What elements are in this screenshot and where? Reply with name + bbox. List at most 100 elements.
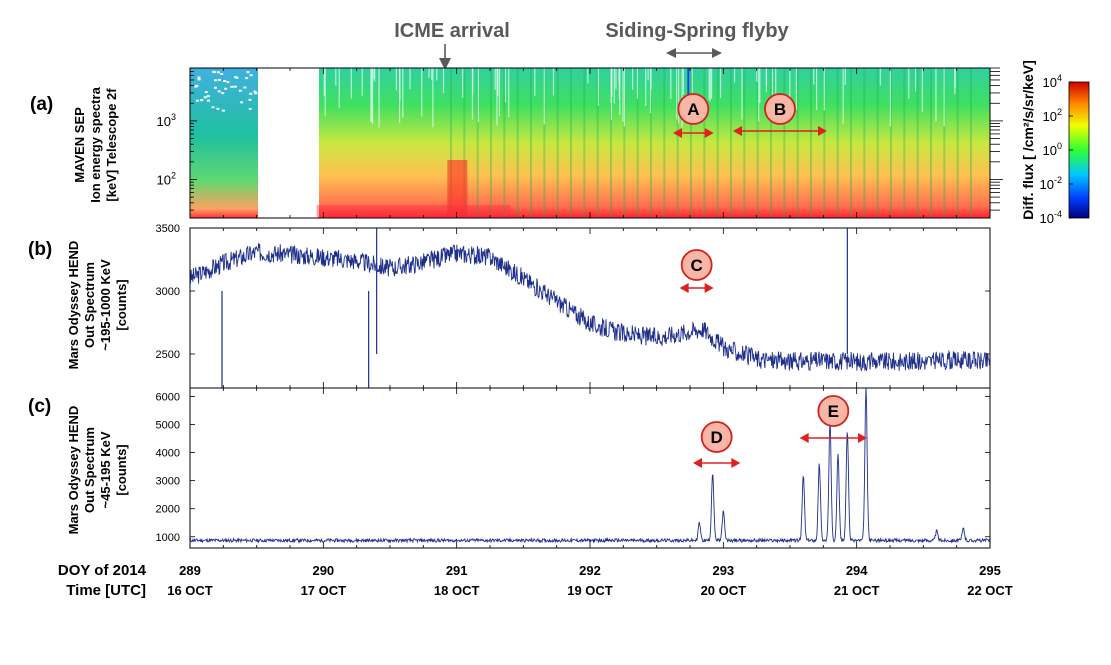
panel-c-ylabel-line3: ~45-195 KeV <box>98 431 113 508</box>
spectrogram-speckle <box>636 68 639 99</box>
spectrogram-stripe <box>570 68 572 218</box>
event-arrow-head <box>731 458 741 468</box>
spectrogram-speckle <box>409 68 411 90</box>
xaxis-date-label: 16 OCT <box>167 583 213 598</box>
spectrogram-speckle <box>816 68 818 111</box>
panel-c-series-line <box>190 388 990 544</box>
panel-a-ylabel-line3: [keV] Telescope 2f <box>104 88 119 202</box>
spectrogram-stripe <box>530 68 532 218</box>
event-marker-e: E <box>799 395 867 443</box>
panel-c-ylabel-line2: Out Spectrum <box>82 427 97 513</box>
spectrogram-speckle <box>622 68 624 122</box>
spectrogram-speckle <box>398 68 401 123</box>
xaxis-doy-label: 294 <box>846 563 868 578</box>
spectrogram-speckle <box>248 107 252 110</box>
spectrogram-speckle <box>203 96 207 99</box>
spectrogram-speckle <box>623 68 626 127</box>
event-marker-label: D <box>711 428 723 447</box>
spectrogram-speckle <box>472 68 474 93</box>
spectrogram-speckle <box>240 101 244 104</box>
event-arrow-head <box>673 128 682 138</box>
spectrogram-speckle <box>587 68 589 84</box>
spectrogram-speckle <box>678 68 680 124</box>
spectrogram-speckle <box>615 68 617 90</box>
spectrogram-speckle <box>350 68 352 99</box>
spectrogram-speckle <box>645 68 647 107</box>
spectrogram-speckle <box>217 78 221 81</box>
spectrogram-speckle <box>676 68 678 120</box>
spectrogram-main <box>319 68 990 218</box>
event-arrow-head <box>704 283 714 293</box>
spectrogram-speckle <box>719 68 722 99</box>
spectrogram-speckle <box>504 68 507 103</box>
colorbar-tick-exp: -4 <box>1054 209 1062 219</box>
spectrogram-speckle <box>813 68 815 85</box>
spectrogram-stripe <box>556 68 559 218</box>
spectrogram-stripe <box>690 68 692 218</box>
spectrogram-stripe <box>596 68 599 218</box>
spectrogram-speckle <box>378 68 380 128</box>
spectrogram-speckle <box>402 68 404 118</box>
panel-c-tag: (c) <box>28 396 51 417</box>
spectrogram-speckle <box>221 109 225 112</box>
spectrogram-speckle <box>214 79 218 82</box>
spectrogram-speckle <box>789 68 791 113</box>
xaxis-doy-label: 293 <box>712 563 734 578</box>
spectrogram-speckle <box>494 68 496 90</box>
spectrogram-stripe <box>823 68 826 218</box>
spectrogram-speckle <box>214 86 218 89</box>
event-marker-label: E <box>828 402 839 421</box>
spectrogram-stripe <box>796 68 799 218</box>
panel-c-plot <box>190 388 990 544</box>
panel-c-ylabel-line1: Mars Odyssey HEND <box>66 406 81 535</box>
spectrogram-speckle <box>243 86 247 89</box>
panel-a-ytick-exp: 2 <box>171 170 176 180</box>
spectrogram-stripe <box>583 68 586 218</box>
spectrogram-stripe <box>756 68 759 218</box>
spectrogram-speckle <box>221 92 225 95</box>
event-arrow-head <box>679 283 689 293</box>
spectrogram-speckle <box>710 68 713 99</box>
spectrogram-speckle <box>765 68 767 93</box>
spectrogram-stripe <box>650 68 652 218</box>
panel-c-ylabel-line4: [counts] <box>114 444 129 495</box>
spectrogram-speckle <box>432 68 434 128</box>
spectrogram <box>189 67 991 219</box>
spectrogram-stripe <box>730 68 732 218</box>
spectrogram-speckle <box>220 73 224 76</box>
spectrogram-stripe <box>916 68 919 218</box>
spectrogram-stripe <box>450 68 452 218</box>
spectrogram-speckle <box>226 81 230 84</box>
spectrogram-speckle <box>795 68 797 110</box>
spectrogram-speckle <box>879 68 881 86</box>
spectrogram-speckle <box>204 91 208 94</box>
spectrogram-speckle <box>371 68 373 122</box>
panel-b-ytick-label: 2500 <box>156 349 180 361</box>
spectrogram-stripe <box>930 68 932 218</box>
spectrogram-speckle <box>497 68 499 96</box>
spectrogram-stripe <box>783 68 786 218</box>
spectrogram-speckle <box>915 68 917 92</box>
panel-b-axes: 2500 3000 3500 <box>156 223 991 388</box>
event-arrow-head <box>799 433 809 443</box>
spectrogram-speckle <box>197 78 201 81</box>
spectrogram-speckle <box>323 68 325 96</box>
colorbar-tick-label: 10-2 <box>1040 175 1062 192</box>
spectrogram-speckle <box>200 99 204 102</box>
icme-down-arrow <box>439 44 451 70</box>
event-circle <box>764 93 796 125</box>
spectrogram-speckle <box>371 68 374 125</box>
spectrogram-speckle <box>197 76 201 79</box>
colorbar-tick-exp: 0 <box>1057 141 1062 151</box>
spectrogram-stripe <box>463 68 466 218</box>
xaxis-doy-label: 289 <box>179 563 201 578</box>
panel-c-axes: 1000 2000 3000 4000 5000 6000 <box>156 388 991 548</box>
spectrogram-stripe <box>636 68 639 218</box>
colorbar-tick-label: 100 <box>1043 141 1062 158</box>
panel-a-ylabel: MAVEN SEP Ion energy spectra [keV] Teles… <box>72 86 119 202</box>
icme-annotation: ICME arrival <box>394 20 510 42</box>
panel-c-ytick-label: 2000 <box>156 504 180 516</box>
event-arrow-head <box>818 126 827 136</box>
panel-c-ytick-label: 1000 <box>156 532 180 544</box>
spectrogram-speckle <box>216 107 220 110</box>
